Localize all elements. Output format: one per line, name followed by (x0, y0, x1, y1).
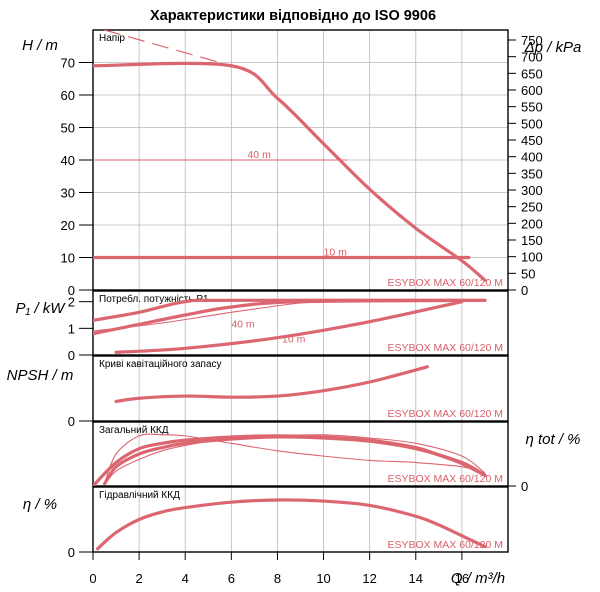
xtick-5: 10 (316, 571, 330, 586)
y2tick-0-8: 400 (521, 150, 543, 165)
xtick-2: 4 (182, 571, 189, 586)
series-line-4-0 (96, 498, 487, 551)
chart-title: Характеристики відповідно до ISO 9906 (150, 8, 436, 24)
model-label-2: ESYBOX MAX 60/120 M (387, 408, 503, 420)
xlabel: Q / m³/h (451, 570, 505, 587)
ylabel-1: P₁ / kW (16, 300, 67, 317)
ytick-0-5: 50 (61, 121, 75, 136)
y2label-3: η tot / % (525, 431, 580, 448)
series-line-1-3 (114, 300, 464, 354)
y2tick-0-7: 350 (521, 166, 543, 181)
panel-title-3: Загальний ККД (99, 425, 169, 436)
ytick-1-0: 0 (68, 348, 75, 363)
xtick-1: 2 (135, 571, 142, 586)
annotation-0-0: 40 m (247, 149, 271, 161)
ytick-4-0: 0 (68, 545, 75, 560)
annotation-1-0: 40 m (231, 319, 255, 331)
panel-4: Гідравлічний ККД 0 η / % ESYBOX MAX 60/120 … (23, 486, 509, 560)
y2tick-0-15: 750 (521, 33, 543, 48)
ylabel-0: H / m (22, 37, 58, 54)
annotation-0-1: 10 m (324, 247, 348, 259)
panel-frame-2 (92, 355, 509, 422)
ytick-0-1: 10 (61, 251, 75, 266)
panel-frame-4 (92, 486, 509, 553)
model-label-0: ESYBOX MAX 60/120 M (387, 277, 503, 289)
series-line-3-1 (102, 435, 487, 486)
series-line-1-1 (93, 298, 487, 336)
ytick-0-0: 0 (68, 283, 75, 298)
series-line-0-0 (103, 30, 232, 67)
ytick-0-2: 20 (61, 218, 75, 233)
xtick-3: 6 (228, 571, 235, 586)
model-label-4: ESYBOX MAX 60/120 M (387, 539, 503, 551)
panel-0: Напір01020304050607005010015020025030035… (22, 29, 582, 298)
panel-title-0: Напір (99, 33, 125, 44)
xtick-8: 16 (455, 571, 469, 586)
panel-title-2: Криві кавітаційного запасу (99, 359, 222, 370)
y2tick-0-13: 650 (521, 66, 543, 81)
panels-group: Напір01020304050607005010015020025030035… (7, 29, 582, 560)
y2label-0: Δp / kPa (524, 39, 582, 56)
y2tick-3-0: 0 (521, 479, 528, 494)
y2tick-0-0: 0 (521, 283, 528, 298)
xtick-0: 0 (89, 571, 96, 586)
ytick-0-3: 30 (61, 186, 75, 201)
xtick-7: 14 (409, 571, 423, 586)
panel-3: Загальний ККД 0 η tot / % ESYBOX MAX 60/120… (92, 421, 581, 494)
series-line-1-2 (93, 299, 348, 332)
ytick-0-4: 40 (61, 153, 75, 168)
xtick-6: 12 (362, 571, 376, 586)
series-line-3-2 (103, 433, 486, 485)
series-line-0-1 (93, 61, 487, 282)
y2tick-0-6: 300 (521, 183, 543, 198)
ytick-2-0: 0 (68, 414, 75, 429)
annotation-1-1: 10 m (282, 333, 306, 345)
panel-frame-1 (92, 290, 509, 356)
y2tick-0-1: 50 (521, 266, 535, 281)
panel-2: Криві кавітаційного запасу 0 NPSH / m ESYBO… (7, 355, 509, 429)
y2tick-0-2: 100 (521, 250, 543, 265)
model-label-3: ESYBOX MAX 60/120 M (387, 473, 503, 485)
x-axis: 0 2 4 6 8 10 12 14 16Q / m³/h (89, 552, 505, 587)
ytick-0-6: 60 (61, 88, 75, 103)
panel-frame-3 (92, 421, 509, 487)
ytick-1-2: 2 (68, 295, 75, 310)
series-line-3-3 (103, 434, 486, 486)
ytick-1-1: 1 (68, 321, 75, 336)
ylabel-4: η / % (23, 496, 57, 513)
panel-title-4: Гідравлічний ККД (99, 490, 180, 501)
y2tick-0-11: 550 (521, 100, 543, 115)
ytick-0-7: 70 (61, 56, 75, 71)
y2tick-0-12: 600 (521, 83, 543, 98)
y2tick-0-14: 700 (521, 50, 543, 65)
y2tick-0-4: 200 (521, 216, 543, 231)
y2tick-0-3: 150 (521, 233, 543, 248)
y2tick-0-5: 250 (521, 200, 543, 215)
y2tick-0-10: 500 (521, 116, 543, 131)
series-line-2-0 (114, 365, 429, 404)
y2tick-0-9: 450 (521, 133, 543, 148)
xtick-4: 8 (274, 571, 281, 586)
ylabel-2: NPSH / m (7, 367, 74, 384)
model-label-1: ESYBOX MAX 60/120 M (387, 342, 503, 354)
